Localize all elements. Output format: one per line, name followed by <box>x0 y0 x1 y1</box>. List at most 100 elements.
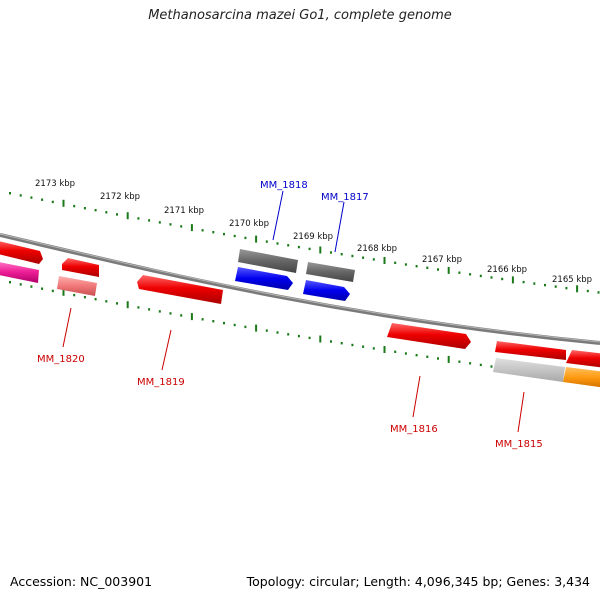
minor-tick <box>265 240 268 243</box>
minor-tick <box>330 251 332 254</box>
minor-tick <box>490 365 493 368</box>
major-tick <box>383 257 386 264</box>
gene-label-mm-1815[interactable]: MM_1815 <box>495 439 543 450</box>
minor-tick <box>19 194 22 197</box>
minor-tick <box>404 352 407 355</box>
minor-tick <box>340 253 343 256</box>
minor-tick <box>83 296 86 299</box>
minor-tick <box>41 198 44 201</box>
minor-tick <box>201 229 204 232</box>
minor-tick <box>158 221 161 224</box>
minor-tick <box>265 329 268 332</box>
gene-arrow[interactable] <box>387 323 471 349</box>
minor-tick <box>116 213 118 216</box>
major-tick <box>190 224 193 232</box>
minor-tick <box>116 302 118 305</box>
kbp-label: 2168 kbp <box>357 244 397 254</box>
reverse-strand-genes <box>0 261 600 388</box>
minor-tick <box>105 211 108 214</box>
gene-label-mm-1817[interactable]: MM_1817 <box>321 192 369 203</box>
minor-tick <box>297 245 300 249</box>
outer-dotted-track <box>9 192 600 294</box>
gene-arrow[interactable] <box>0 261 39 283</box>
minor-tick <box>479 363 482 367</box>
minor-tick <box>458 271 461 274</box>
major-tick <box>576 285 579 293</box>
minor-tick <box>30 196 33 199</box>
minor-tick <box>415 265 418 268</box>
minor-tick <box>148 219 151 222</box>
gene-arrow[interactable] <box>62 258 99 277</box>
minor-tick <box>351 254 354 258</box>
minor-tick <box>287 333 290 336</box>
minor-tick <box>544 283 546 287</box>
minor-tick <box>212 231 215 234</box>
minor-tick <box>19 283 22 286</box>
gene-arrow[interactable] <box>566 350 600 368</box>
minor-tick <box>158 310 161 313</box>
minor-tick <box>565 286 568 290</box>
minor-tick <box>308 336 311 340</box>
minor-tick <box>415 354 418 357</box>
minor-tick <box>94 298 97 301</box>
gene-arrow[interactable] <box>306 262 355 282</box>
gene-arrow[interactable] <box>495 341 566 360</box>
minor-tick <box>522 280 525 284</box>
gene-label-leaders <box>62 190 525 433</box>
gene-arrow[interactable] <box>563 367 600 388</box>
minor-tick <box>426 355 429 358</box>
genome-summary: Topology: circular; Length: 4,096,345 bp… <box>246 574 590 589</box>
minor-tick <box>148 308 151 311</box>
gene-arrow[interactable] <box>303 280 350 301</box>
minor-tick <box>9 281 11 284</box>
major-tick <box>383 346 386 353</box>
minor-tick <box>362 256 365 259</box>
gene-arrow[interactable] <box>238 249 298 273</box>
major-tick <box>126 301 129 309</box>
minor-tick <box>469 273 472 276</box>
gene-arrow[interactable] <box>0 240 43 264</box>
chromosome-backbone-highlight <box>0 233 600 343</box>
minor-tick <box>351 343 354 347</box>
minor-tick <box>244 236 247 240</box>
minor-tick <box>362 345 365 348</box>
minor-tick <box>372 347 375 350</box>
minor-tick <box>394 350 397 353</box>
major-tick <box>255 235 258 243</box>
kbp-label: 2165 kbp <box>552 275 592 285</box>
kbp-scale: 2173 kbp 2172 kbp 2171 kbp 2170 kbp 2169… <box>35 179 592 285</box>
gene-label-mm-1816[interactable]: MM_1816 <box>390 424 438 435</box>
minor-tick <box>201 318 204 321</box>
kbp-label: 2173 kbp <box>35 179 75 189</box>
minor-tick <box>597 291 600 294</box>
kbp-label: 2169 kbp <box>293 232 333 242</box>
minor-tick <box>586 289 589 293</box>
minor-tick <box>169 312 172 315</box>
minor-tick <box>137 306 140 309</box>
minor-tick <box>233 323 236 327</box>
minor-tick <box>233 234 236 238</box>
minor-tick <box>479 274 482 278</box>
minor-tick <box>437 268 439 271</box>
minor-tick <box>83 207 86 210</box>
gene-label-mm-1818[interactable]: MM_1818 <box>260 180 308 191</box>
gene-label-mm-1820[interactable]: MM_1820 <box>37 354 85 365</box>
major-tick <box>447 266 450 274</box>
minor-tick <box>297 334 300 338</box>
minor-tick <box>308 247 311 251</box>
gene-arrow[interactable] <box>137 275 223 304</box>
map-title: Methanosarcina mazei Go1, complete genom… <box>148 8 452 23</box>
gene-arrow[interactable] <box>57 276 97 296</box>
minor-tick <box>437 357 439 360</box>
gene-arrow[interactable] <box>493 358 565 382</box>
major-tick <box>319 335 322 343</box>
kbp-label: 2166 kbp <box>487 265 527 275</box>
minor-tick <box>404 263 407 266</box>
gene-arrow[interactable] <box>235 267 293 290</box>
minor-tick <box>180 225 183 228</box>
major-tick <box>190 313 193 321</box>
major-tick <box>62 288 65 296</box>
gene-label-mm-1819[interactable]: MM_1819 <box>137 377 185 388</box>
minor-tick <box>372 258 375 261</box>
